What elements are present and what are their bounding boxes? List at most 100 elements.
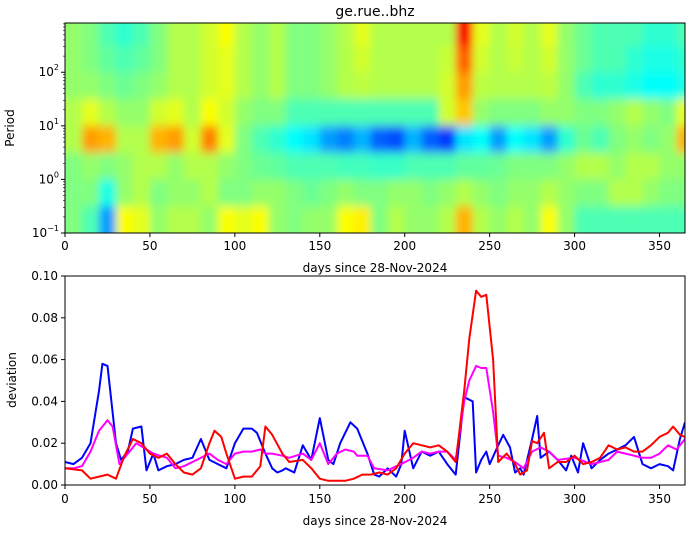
heatmap-cell: [421, 45, 440, 73]
heatmap-cell: [285, 152, 304, 180]
heatmap-cell: [336, 23, 355, 46]
heatmap-cell: [285, 23, 304, 46]
heatmap-cell: [200, 206, 219, 233]
heatmap-cell: [149, 125, 168, 154]
heatmap-cell: [166, 99, 185, 127]
heatmap-cell: [285, 72, 304, 100]
heatmap-cell: [251, 206, 270, 233]
y-tick-base: 10: [39, 119, 54, 133]
heatmap-cell: [234, 99, 253, 127]
heatmap-cell: [251, 99, 270, 127]
heatmap-cell: [336, 45, 355, 73]
x-tick-label: 300: [563, 239, 586, 253]
heatmap-cell: [608, 179, 627, 207]
y-tick-label: 100: [39, 170, 59, 186]
heatmap-cell: [166, 179, 185, 207]
heatmap-cell: [659, 206, 678, 233]
heatmap-cell: [523, 125, 542, 154]
x-tick-label: 350: [648, 239, 671, 253]
heatmap-cell: [591, 45, 610, 73]
heatmap-cell: [268, 206, 287, 233]
heatmap-cell: [438, 23, 457, 46]
heatmap-cell: [540, 179, 559, 207]
x-tick-label: 250: [478, 492, 501, 506]
heatmap-cell: [574, 152, 593, 180]
heatmap-cell: [506, 45, 525, 73]
heatmap-cell: [591, 72, 610, 100]
heatmap-cell: [166, 206, 185, 233]
y-tick-label: 0.10: [31, 269, 58, 283]
heatmap-cell: [506, 179, 525, 207]
heatmap-cell: [455, 45, 474, 73]
heatmap-cell: [336, 206, 355, 233]
heatmap-cell: [65, 179, 83, 207]
heatmap-cell: [676, 125, 685, 154]
heatmap-cell: [608, 72, 627, 100]
heatmap-cell: [574, 179, 593, 207]
y-tick-label: 0.02: [31, 436, 58, 450]
heatmap-cell: [302, 125, 321, 154]
heatmap-cell: [489, 152, 508, 180]
x-tick-label: 200: [393, 492, 416, 506]
heatmap-cell: [574, 206, 593, 233]
heatmap-cell: [506, 23, 525, 46]
heatmap-cell: [540, 206, 559, 233]
heatmap-cell: [489, 125, 508, 154]
heatmap-cell: [608, 152, 627, 180]
heatmap: [65, 23, 685, 233]
heatmap-cell: [319, 206, 338, 233]
heatmap-cell: [523, 72, 542, 100]
heatmap-cell: [438, 125, 457, 154]
y-tick-label: 101: [39, 117, 59, 133]
series-line-0: [65, 362, 685, 478]
heatmap-cell: [302, 206, 321, 233]
x-tick-label: 150: [308, 492, 331, 506]
y-tick-base: 10: [32, 226, 47, 240]
y-tick-base: 10: [39, 65, 54, 79]
heatmap-cell: [523, 23, 542, 46]
heatmap-cell: [166, 125, 185, 154]
heatmap-cell: [98, 206, 117, 233]
heatmap-cell: [574, 72, 593, 100]
heatmap-cell: [438, 99, 457, 127]
heatmap-cell: [642, 23, 661, 46]
heatmap-cell: [370, 23, 389, 46]
heatmap-cell: [591, 23, 610, 46]
heatmap-cell: [183, 72, 202, 100]
heatmap-cell: [81, 23, 100, 46]
heatmap-cell: [302, 72, 321, 100]
heatmap-cell: [132, 152, 151, 180]
x-tick-label: 250: [478, 239, 501, 253]
heatmap-cell: [268, 125, 287, 154]
heatmap-cell: [557, 99, 576, 127]
heatmap-cell: [353, 23, 372, 46]
heatmap-cell: [115, 152, 134, 180]
y-tick-label: 0.08: [31, 311, 58, 325]
heatmap-cell: [472, 72, 491, 100]
heatmap-cell: [268, 179, 287, 207]
x-tick-label: 100: [223, 239, 246, 253]
heatmap-cell: [149, 99, 168, 127]
heatmap-cell: [540, 99, 559, 127]
heatmap-cell: [438, 179, 457, 207]
heatmap-cell: [81, 179, 100, 207]
heatmap-cell: [319, 23, 338, 46]
bottom-x-label: days since 28-Nov-2024: [303, 514, 448, 528]
heatmap-cell: [336, 72, 355, 100]
y-tick-base: 10: [39, 172, 54, 186]
heatmap-cell: [115, 45, 134, 73]
heatmap-cell: [455, 125, 474, 154]
y-tick-exponent: 0: [54, 170, 59, 179]
heatmap-cell: [65, 72, 83, 100]
y-tick-label: 0.00: [31, 478, 58, 492]
heatmap-cell: [268, 72, 287, 100]
heatmap-cell: [200, 152, 219, 180]
heatmap-cell: [455, 72, 474, 100]
heatmap-cell: [455, 152, 474, 180]
heatmap-cell: [268, 99, 287, 127]
heatmap-cell: [387, 179, 406, 207]
heatmap-cell: [506, 72, 525, 100]
series-line-2: [65, 289, 685, 482]
heatmap-cell: [336, 125, 355, 154]
